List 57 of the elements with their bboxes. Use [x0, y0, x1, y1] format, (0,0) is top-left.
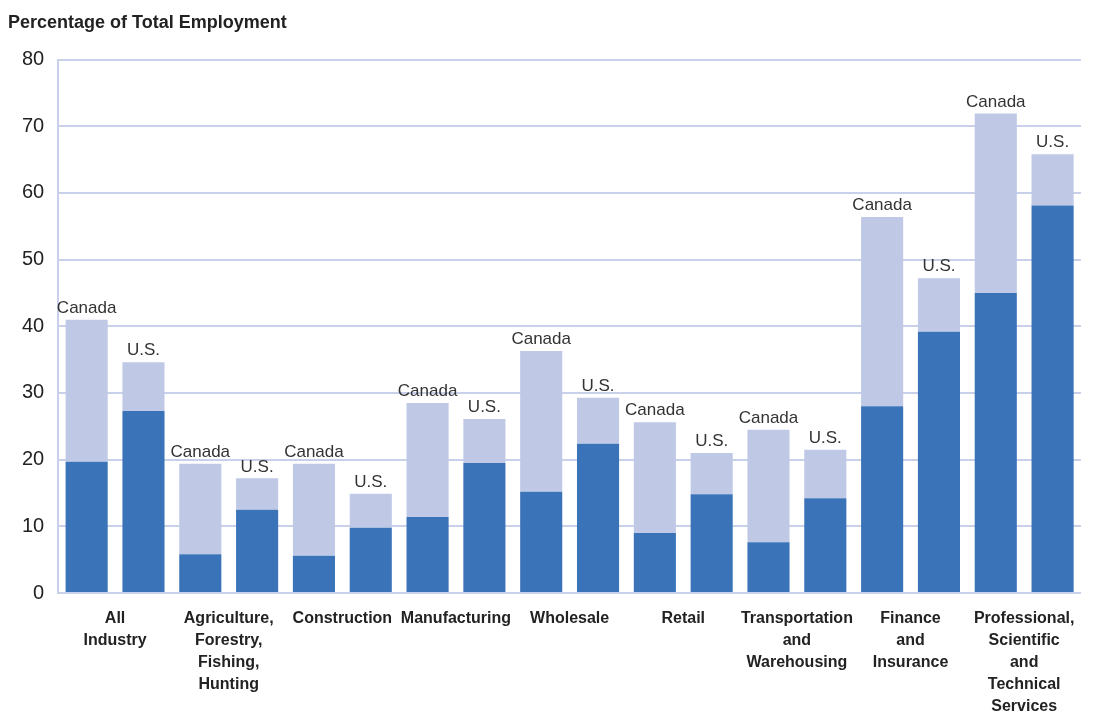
- x-tick-label: Professional, Scientific and Technical Services: [973, 609, 1075, 715]
- bar: [974, 292, 1017, 592]
- bar: [747, 542, 790, 592]
- y-tick-label: 40: [22, 313, 45, 336]
- bar: [65, 461, 108, 592]
- y-tick-label: 30: [22, 380, 45, 403]
- annotation: Canada: [625, 400, 686, 420]
- annotation: Canada: [852, 195, 913, 215]
- x-tick-label: Construction: [292, 609, 393, 627]
- bar: [406, 516, 449, 592]
- bar: [576, 397, 620, 444]
- x-tick-label: Transportation and Warehousing: [740, 609, 853, 671]
- annotation: U.S.: [240, 456, 274, 476]
- annotation: Canada: [738, 407, 799, 427]
- y-tick-label: 50: [22, 247, 45, 270]
- bar: [122, 410, 165, 592]
- x-tick-label: Wholesale: [530, 609, 610, 627]
- annotation: U.S.: [126, 340, 161, 360]
- bar: [349, 527, 392, 592]
- annotation: U.S.: [922, 256, 956, 276]
- y-tick-label: 0: [33, 580, 45, 603]
- bar: [236, 509, 279, 592]
- x-tick-label: Agriculture, Forestry, Fishing, Hunting: [183, 609, 274, 693]
- bar: [463, 462, 506, 592]
- y-tick-label: 70: [22, 113, 45, 136]
- bar: [690, 494, 733, 592]
- chart-title: Percentage of Total Employment: [8, 11, 287, 32]
- annotation: Canada: [397, 381, 458, 401]
- bar: [1031, 205, 1074, 592]
- bar: [520, 491, 563, 592]
- y-tick-label: 60: [22, 180, 45, 203]
- y-tick-label: 20: [22, 447, 45, 470]
- bar: [917, 331, 960, 592]
- annotation: Canada: [284, 441, 345, 461]
- x-tick-label: Retail: [661, 609, 706, 627]
- x-tick-label: Finance and Insurance: [872, 609, 949, 671]
- annotation: U.S.: [1036, 132, 1070, 152]
- annotation: U.S.: [808, 427, 842, 447]
- annotation: U.S.: [354, 471, 388, 491]
- annotation: Canada: [56, 297, 117, 317]
- bar: [236, 478, 279, 510]
- annotation: Canada: [511, 329, 572, 349]
- bar: [179, 554, 222, 592]
- annotation: U.S.: [695, 431, 729, 451]
- annotation: Canada: [170, 441, 231, 461]
- bar: [861, 406, 904, 592]
- y-tick-label: 10: [22, 513, 45, 536]
- x-tick-label: Manufacturing: [400, 609, 512, 627]
- annotation: U.S.: [581, 375, 615, 395]
- y-tick-label: 80: [22, 47, 45, 70]
- bar: [633, 532, 676, 592]
- annotation: U.S.: [467, 397, 501, 417]
- bar: [292, 555, 335, 592]
- x-tick-label: All Industry: [83, 609, 147, 649]
- bar: [576, 443, 620, 592]
- bar: [804, 498, 847, 592]
- annotation: Canada: [965, 91, 1027, 111]
